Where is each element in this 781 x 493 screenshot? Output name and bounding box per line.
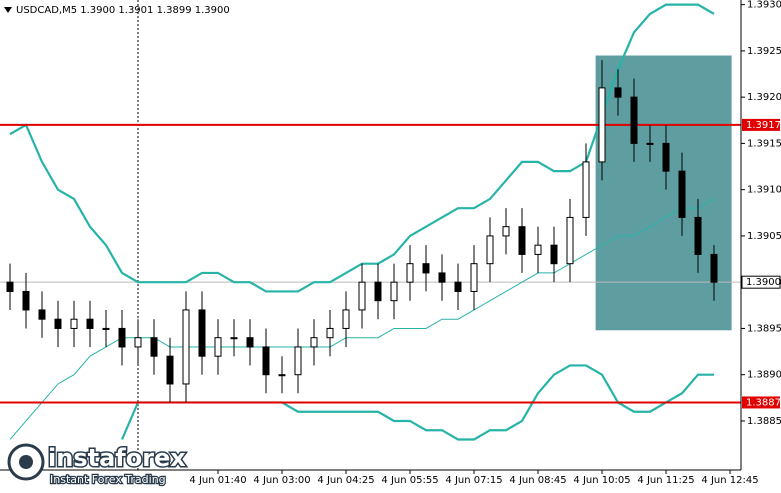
band-middle: [9, 198, 715, 440]
current-label: 1.3900: [746, 277, 781, 288]
current-label-box: [741, 275, 781, 289]
candle-body: [342, 309, 350, 329]
watermark-tagline: Instant Forex Trading: [50, 473, 166, 486]
candle-body: [294, 346, 302, 376]
x-tick-label: 4 Jun 07:15: [445, 475, 502, 486]
candle-body: [166, 355, 174, 385]
candle-body: [694, 216, 702, 255]
band-upper: [9, 3, 715, 293]
candle-body: [566, 216, 574, 265]
y-tick-label: 1.3885: [747, 416, 781, 427]
candle-body: [198, 309, 206, 357]
candle-body: [70, 318, 78, 329]
watermark-brand: instaforex: [48, 444, 186, 472]
x-tick-label: 4 Jun 11:25: [637, 475, 694, 486]
header-arrow: [4, 7, 12, 13]
x-tick-label: 4 Jun 04:25: [317, 475, 374, 486]
y-tick-label: 1.3890: [747, 370, 781, 381]
candle-body: [246, 337, 254, 348]
level-label: 1.3917: [746, 120, 781, 131]
candle-body: [502, 226, 510, 237]
candle-body: [486, 235, 494, 265]
watermark: instaforex Instant Forex Trading: [7, 443, 188, 487]
x-tick-label: 4 Jun 08:45: [509, 475, 566, 486]
candle-body: [230, 337, 238, 340]
candle-body: [182, 309, 190, 385]
y-tick-label: 1.3895: [747, 323, 781, 334]
candle-body: [630, 96, 638, 144]
candle-body: [598, 87, 606, 163]
x-tick-label: 4 Jun 05:55: [381, 475, 438, 486]
candle-body: [710, 253, 718, 283]
candle-body: [470, 263, 478, 292]
y-tick-label: 1.3930: [747, 0, 781, 11]
candle-body: [454, 281, 462, 292]
candle-body: [374, 281, 382, 302]
candle-body: [406, 263, 414, 283]
candle-body: [54, 318, 62, 329]
candle-body: [134, 337, 142, 348]
y-tick-label: 1.3905: [747, 231, 781, 242]
candle-body: [614, 87, 622, 98]
candle-body: [678, 170, 686, 218]
candle-body: [582, 161, 590, 218]
candle-body: [550, 244, 558, 265]
chart-title: USDCAD,M5 1.3900 1.3901 1.3899 1.3900: [16, 5, 230, 16]
level-label: 1.3887: [746, 397, 781, 408]
x-tick-label: 4 Jun 01:40: [189, 475, 246, 486]
candle-body: [534, 244, 542, 255]
candle-body: [438, 272, 446, 283]
y-tick-label: 1.3915: [747, 138, 781, 149]
x-tick-label: 4 Jun 03:00: [253, 475, 310, 486]
y-tick-label: 1.3910: [747, 185, 781, 196]
candle-body: [86, 318, 94, 329]
candle-body: [6, 281, 14, 292]
logo-core: [19, 455, 33, 469]
candle-body: [518, 226, 526, 255]
x-tick-label: 4 Jun 10:05: [573, 475, 630, 486]
level-label-box: [742, 396, 780, 409]
y-tick-label: 1.3925: [747, 46, 781, 57]
candle-body: [278, 374, 286, 377]
candle-body: [150, 337, 158, 357]
plot-area: [0, 0, 741, 470]
x-tick-label: 4 Jun 12:45: [701, 475, 758, 486]
y-tick-label: 1.3920: [747, 92, 781, 103]
candle-body: [390, 281, 398, 302]
level-label-box: [742, 118, 780, 131]
axes: 1.3930 1.3925 1.3920 1.3915 1.3910 1.3905 1.39…: [189, 0, 781, 486]
candle-body: [262, 346, 270, 376]
candle-body: [646, 142, 654, 145]
candle-body: [358, 281, 366, 311]
candle-body: [214, 337, 222, 357]
candle-body: [422, 263, 430, 274]
candle-body: [22, 290, 30, 311]
candle-body: [38, 309, 46, 320]
candle-body: [326, 327, 334, 339]
candle-body: [662, 142, 670, 172]
candle-body: [118, 327, 126, 348]
candle-body: [102, 327, 110, 330]
candle-body: [310, 337, 318, 348]
